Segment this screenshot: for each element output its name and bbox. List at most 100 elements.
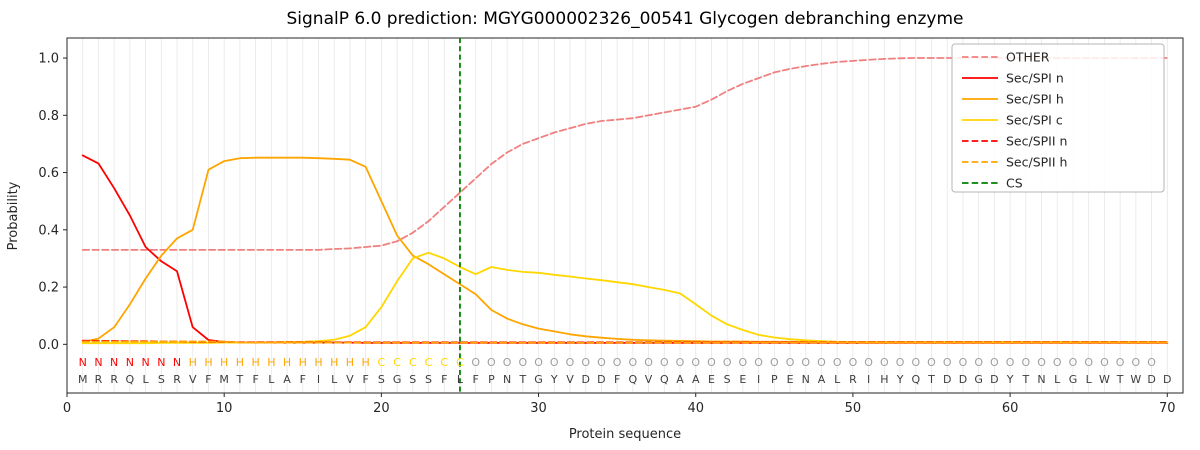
svg-text:Y: Y: [896, 373, 904, 386]
svg-text:H: H: [299, 356, 307, 369]
svg-text:D: D: [1163, 373, 1171, 386]
svg-text:O: O: [691, 356, 700, 369]
svg-text:F: F: [614, 373, 620, 386]
svg-text:O: O: [1116, 356, 1125, 369]
svg-text:G: G: [534, 373, 543, 386]
svg-text:T: T: [1116, 373, 1124, 386]
svg-text:S: S: [409, 373, 416, 386]
svg-text:H: H: [204, 356, 212, 369]
svg-text:O: O: [1053, 356, 1062, 369]
svg-text:O: O: [1132, 356, 1141, 369]
svg-text:D: D: [943, 373, 951, 386]
svg-text:O: O: [849, 356, 858, 369]
svg-text:T: T: [236, 373, 244, 386]
svg-text:H: H: [220, 356, 228, 369]
svg-text:O: O: [833, 356, 842, 369]
svg-text:D: D: [990, 373, 998, 386]
x-tick-label: 20: [373, 401, 390, 416]
svg-text:O: O: [518, 356, 527, 369]
svg-text:R: R: [849, 373, 857, 386]
svg-text:E: E: [739, 373, 746, 386]
svg-text:L: L: [834, 373, 841, 386]
svg-text:O: O: [1006, 356, 1015, 369]
svg-text:O: O: [896, 356, 905, 369]
svg-text:H: H: [189, 356, 197, 369]
svg-text:O: O: [817, 356, 826, 369]
svg-text:O: O: [581, 356, 590, 369]
svg-text:N: N: [157, 356, 165, 369]
svg-text:O: O: [943, 356, 952, 369]
svg-text:O: O: [959, 356, 968, 369]
svg-text:V: V: [189, 373, 197, 386]
svg-text:O: O: [754, 356, 763, 369]
svg-text:C: C: [440, 356, 448, 369]
x-tick-label: 60: [1002, 401, 1019, 416]
y-tick-label: 0.8: [38, 109, 59, 124]
svg-text:Q: Q: [660, 373, 669, 386]
svg-text:S: S: [425, 373, 432, 386]
svg-text:N: N: [802, 373, 810, 386]
svg-text:C: C: [456, 356, 464, 369]
svg-text:D: D: [1147, 373, 1155, 386]
legend-label-6: CS: [1006, 176, 1023, 191]
y-tick-label: 0.4: [38, 223, 59, 238]
x-tick-label: 40: [687, 401, 704, 416]
svg-text:V: V: [346, 373, 354, 386]
svg-text:O: O: [880, 356, 889, 369]
axis-ticks: 0 10 20 30 40 50 60 70 0.0 0.2 0.4 0.6 0.8 1.0: [38, 52, 1175, 416]
svg-text:L: L: [1054, 373, 1061, 386]
x-tick-label: 50: [845, 401, 862, 416]
svg-text:H: H: [330, 356, 338, 369]
svg-text:H: H: [346, 356, 354, 369]
svg-text:L: L: [331, 373, 338, 386]
legend-label-2: Sec/SPI h: [1006, 92, 1064, 107]
svg-text:F: F: [473, 373, 479, 386]
svg-text:R: R: [173, 373, 181, 386]
svg-text:O: O: [1037, 356, 1046, 369]
svg-text:O: O: [487, 356, 496, 369]
legend: OTHER Sec/SPI n Sec/SPI h Sec/SPI c Sec/SPII…: [951, 43, 1165, 193]
svg-text:H: H: [251, 356, 259, 369]
series-spi-c: [81, 251, 1169, 345]
svg-text:T: T: [927, 373, 935, 386]
y-tick-label: 0.2: [38, 281, 59, 296]
svg-text:N: N: [141, 356, 149, 369]
svg-text:O: O: [566, 356, 575, 369]
svg-text:I: I: [757, 373, 760, 386]
svg-text:S: S: [158, 373, 165, 386]
x-tick-label: 30: [530, 401, 547, 416]
svg-text:H: H: [283, 356, 291, 369]
svg-text:O: O: [1147, 356, 1156, 369]
svg-text:F: F: [300, 373, 306, 386]
svg-text:G: G: [1069, 373, 1078, 386]
svg-text:T: T: [1021, 373, 1029, 386]
svg-text:T: T: [518, 373, 526, 386]
svg-text:N: N: [126, 356, 134, 369]
svg-text:D: D: [959, 373, 967, 386]
y-tick-label: 0.0: [38, 338, 59, 353]
svg-text:M: M: [78, 373, 88, 386]
svg-text:I: I: [867, 373, 870, 386]
y-axis-label: Probability: [6, 181, 21, 250]
svg-text:N: N: [79, 356, 87, 369]
svg-text:N: N: [94, 356, 102, 369]
svg-text:O: O: [629, 356, 638, 369]
svg-text:O: O: [534, 356, 543, 369]
plot-frame: [66, 37, 1184, 394]
chart-canvas: 0 10 20 30 40 50 60 700.00.20.40.60.81.0N N N N N N N…: [38, 37, 1184, 416]
svg-text:L: L: [143, 373, 150, 386]
svg-text:Q: Q: [911, 373, 920, 386]
svg-text:D: D: [597, 373, 605, 386]
svg-text:P: P: [771, 373, 778, 386]
y-tick-label: 1.0: [38, 52, 59, 67]
x-tick-label: 10: [216, 401, 233, 416]
svg-text:F: F: [441, 373, 447, 386]
legend-label-3: Sec/SPI c: [1006, 113, 1063, 128]
svg-text:D: D: [581, 373, 589, 386]
svg-text:P: P: [488, 373, 495, 386]
svg-text:O: O: [927, 356, 936, 369]
svg-text:O: O: [974, 356, 983, 369]
svg-text:O: O: [1069, 356, 1078, 369]
